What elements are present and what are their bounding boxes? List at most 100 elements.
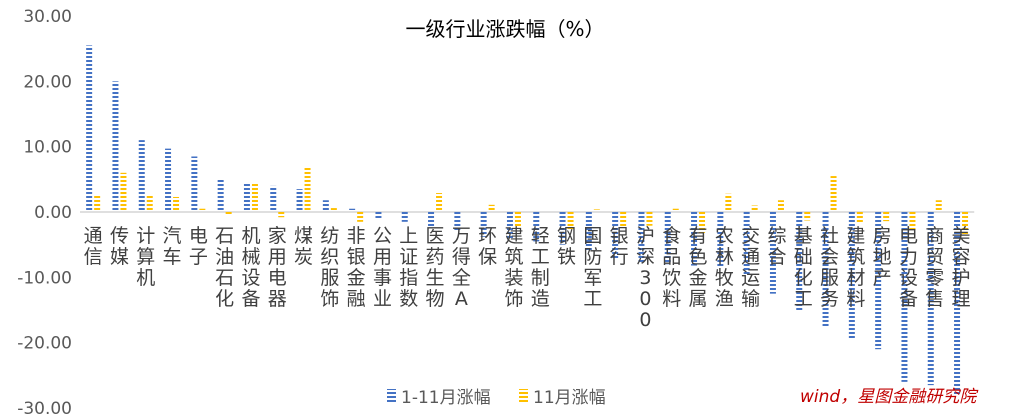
y-tick-label: 20.00 <box>23 72 72 92</box>
bar-电力设备-1-11月涨幅 <box>901 212 908 382</box>
bar-电子-11月涨幅 <box>199 208 206 212</box>
bar-家用电器-1-11月涨幅 <box>270 185 277 212</box>
bar-家用电器-11月涨幅 <box>278 212 285 218</box>
x-tick-label: 电力设备 <box>899 225 918 310</box>
bar-煤炭-11月涨幅 <box>304 166 311 212</box>
x-tick-label: 计算机 <box>136 225 155 289</box>
bars <box>86 45 969 395</box>
x-tick-label: 纺织服饰 <box>320 225 339 310</box>
x-tick-label: 美容护理 <box>952 225 971 310</box>
bar-钢铁-1-11月涨幅 <box>559 212 566 245</box>
x-tick-label: 石油石化 <box>215 225 234 310</box>
bar-纺织服饰-11月涨幅 <box>330 208 337 212</box>
x-tick-label: 交通运输 <box>741 225 760 310</box>
bar-农林牧渔-1-11月涨幅 <box>717 212 724 268</box>
bar-钢铁-11月涨幅 <box>567 212 574 229</box>
legend-swatch-11月涨幅 <box>519 389 528 403</box>
bar-医药生物-11月涨幅 <box>436 193 443 212</box>
bar-万得全A-1-11月涨幅 <box>454 212 461 232</box>
x-tick-label: 通信 <box>84 225 103 268</box>
y-tick-label: 10.00 <box>23 138 72 158</box>
x-tick-label: 有色金属 <box>689 225 708 310</box>
x-tick-label: 轻工制造 <box>531 225 550 310</box>
bar-基础化工-1-11月涨幅 <box>796 212 803 310</box>
bar-电力设备-11月涨幅 <box>909 212 916 231</box>
x-tick-label: 商贸零售 <box>925 225 944 310</box>
y-tick-label: -30.00 <box>17 399 72 416</box>
x-tick-label: 环保 <box>478 225 497 268</box>
bar-基础化工-11月涨幅 <box>804 212 811 221</box>
watermark-text: wind，星图金融研究院 <box>800 387 979 407</box>
bar-沪深300-11月涨幅 <box>646 212 653 226</box>
bar-纺织服饰-1-11月涨幅 <box>322 200 329 212</box>
bar-国防军工-11月涨幅 <box>593 209 600 212</box>
x-tick-label: 建筑材料 <box>846 225 865 310</box>
bar-环保-1-11月涨幅 <box>480 212 487 237</box>
x-tick-label: 综合 <box>767 225 786 268</box>
x-tick-label: 医药生物 <box>426 225 445 310</box>
bar-建筑装饰-11月涨幅 <box>514 212 521 228</box>
bar-社会服务-1-11月涨幅 <box>822 212 829 327</box>
x-tick-label: 房地产 <box>873 225 892 289</box>
x-tick-label: 汽车 <box>163 225 182 268</box>
bar-房地产-11月涨幅 <box>883 212 890 222</box>
x-tick-label: 钢铁 <box>557 225 576 268</box>
bar-社会服务-11月涨幅 <box>830 176 837 212</box>
bar-万得全A-11月涨幅 <box>462 210 469 212</box>
bar-房地产-1-11月涨幅 <box>875 212 882 350</box>
bar-机械设备-11月涨幅 <box>251 183 258 212</box>
x-tick-label: 万得全 A <box>452 225 471 310</box>
bar-非银金融-11月涨幅 <box>357 212 364 222</box>
bar-非银金融-1-11月涨幅 <box>349 208 356 212</box>
bar-上证指数-11月涨幅 <box>409 210 416 212</box>
x-tick-label: 煤炭 <box>294 225 313 268</box>
legend-swatch-1-11月涨幅 <box>387 389 396 403</box>
bar-有色金属-1-11月涨幅 <box>691 212 698 266</box>
bar-综合-11月涨幅 <box>777 200 784 212</box>
bar-建筑装饰-1-11月涨幅 <box>506 212 513 240</box>
legend-label-11月涨幅: 11月涨幅 <box>533 388 606 408</box>
bar-上证指数-1-11月涨幅 <box>401 212 408 222</box>
x-tick-label: 食品饮料 <box>662 225 681 310</box>
bar-建筑材料-11月涨幅 <box>856 212 863 223</box>
bar-轻工制造-1-11月涨幅 <box>533 212 540 242</box>
bar-交通运输-11月涨幅 <box>751 205 758 212</box>
bar-环保-11月涨幅 <box>488 204 495 212</box>
bar-计算机-1-11月涨幅 <box>138 140 145 212</box>
y-tick-label: 30.00 <box>23 7 72 27</box>
bar-计算机-11月涨幅 <box>146 195 153 212</box>
x-tick-label: 建筑装饰 <box>504 225 523 310</box>
y-tick-label: 0.00 <box>34 203 72 223</box>
bar-通信-1-11月涨幅 <box>86 45 93 213</box>
bar-机械设备-1-11月涨幅 <box>243 183 250 212</box>
x-tick-label: 农林牧渔 <box>715 225 734 310</box>
bar-煤炭-1-11月涨幅 <box>296 189 303 212</box>
bar-电子-1-11月涨幅 <box>191 156 198 212</box>
bar-商贸零售-1-11月涨幅 <box>927 212 934 386</box>
bar-交通运输-1-11月涨幅 <box>743 212 750 275</box>
bar-传媒-1-11月涨幅 <box>112 81 119 212</box>
bar-石油石化-1-11月涨幅 <box>217 178 224 212</box>
legend-label-1-11月涨幅: 1-11月涨幅 <box>401 388 491 408</box>
bar-银行-1-11月涨幅 <box>612 212 619 260</box>
bar-农林牧渔-11月涨幅 <box>725 193 732 212</box>
bar-通信-11月涨幅 <box>94 195 101 212</box>
x-tick-label: 沪深 3 0 0 <box>636 225 655 331</box>
x-tick-label: 机械设备 <box>241 225 260 310</box>
x-tick-label: 国防军工 <box>583 225 602 310</box>
x-tick-label: 非银金融 <box>347 225 366 310</box>
bar-汽车-11月涨幅 <box>173 196 180 212</box>
x-axis-labels: 通信传媒计算机汽车电子石油石化机械设备家用电器煤炭纺织服饰非银金融公用事业上证指… <box>84 225 971 331</box>
bar-有色金属-11月涨幅 <box>699 212 706 233</box>
bar-综合-1-11月涨幅 <box>769 212 776 294</box>
bar-公用事业-1-11月涨幅 <box>375 212 382 220</box>
bar-银行-11月涨幅 <box>620 212 627 227</box>
x-tick-label: 家用电器 <box>268 225 287 310</box>
bar-食品饮料-1-11月涨幅 <box>664 212 671 265</box>
bar-公用事业-11月涨幅 <box>383 210 390 212</box>
x-tick-label: 电子 <box>189 225 208 268</box>
x-tick-label: 上证指数 <box>399 225 418 310</box>
x-tick-label: 社会服务 <box>820 225 839 310</box>
